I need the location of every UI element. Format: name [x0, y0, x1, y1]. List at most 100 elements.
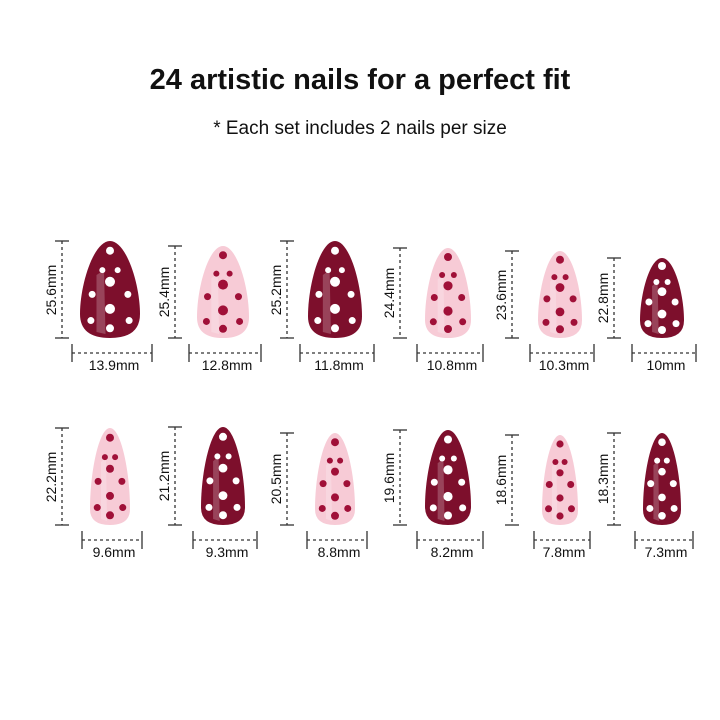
polka-dot — [459, 504, 467, 512]
polka-dot — [213, 270, 220, 277]
polka-dot — [87, 317, 95, 325]
nail-shine — [96, 270, 106, 334]
polka-dot — [106, 246, 114, 255]
polka-dot — [205, 503, 213, 511]
polka-dot — [645, 298, 653, 306]
polka-dot — [545, 505, 553, 513]
polka-dot — [444, 435, 452, 444]
polka-dot — [105, 303, 115, 314]
nail-shine — [551, 462, 558, 521]
width-label: 10mm — [646, 357, 686, 373]
polka-dot — [444, 253, 452, 261]
polka-dot — [429, 318, 437, 326]
polka-dot — [439, 272, 446, 278]
polka-dot — [556, 512, 564, 520]
nail-shine — [326, 460, 332, 521]
polka-dot — [664, 279, 671, 285]
polka-dot — [670, 504, 678, 512]
width-label: 8.8mm — [317, 544, 361, 560]
polka-dot — [88, 290, 96, 298]
width-label: 10.8mm — [426, 357, 478, 373]
nail-shape — [425, 430, 471, 525]
polka-dot — [443, 491, 453, 502]
polka-dot — [653, 279, 660, 285]
polka-dot — [319, 480, 327, 488]
width-label: 9.6mm — [92, 544, 136, 560]
polka-dot — [101, 454, 108, 461]
polka-dot — [561, 459, 568, 465]
nail-shape — [315, 433, 355, 525]
polka-dot — [545, 481, 553, 488]
polka-dot — [344, 504, 352, 512]
polka-dot — [202, 317, 210, 325]
polka-dot — [314, 317, 322, 325]
nail-shine — [322, 270, 331, 334]
polka-dot — [225, 453, 232, 460]
polka-dot — [569, 295, 577, 303]
polka-dot — [570, 318, 578, 326]
polka-dot — [106, 464, 114, 473]
nail-shine — [437, 275, 445, 334]
polka-dot — [458, 294, 466, 301]
polka-dot — [106, 491, 114, 500]
polka-dot — [551, 274, 558, 281]
polka-dot — [331, 246, 339, 255]
polka-dot — [219, 432, 227, 441]
polka-dot — [556, 325, 564, 334]
polka-dot — [556, 469, 564, 477]
width-label: 12.8mm — [201, 357, 253, 373]
polka-dot — [331, 493, 339, 502]
polka-dot — [331, 438, 339, 447]
polka-dot — [459, 318, 467, 326]
polka-dot — [555, 283, 565, 292]
polka-dot — [105, 276, 115, 287]
width-label: 13.9mm — [88, 357, 140, 373]
polka-dot — [552, 459, 559, 465]
polka-dot — [315, 290, 323, 298]
nail-shape — [425, 248, 471, 338]
nail-shape — [80, 241, 140, 338]
polka-dot — [556, 494, 564, 502]
polka-dot — [672, 320, 680, 328]
polka-dot — [112, 454, 119, 461]
polka-dot — [232, 477, 240, 485]
polka-dot — [337, 457, 344, 464]
polka-dot — [444, 325, 452, 333]
polka-dot — [347, 290, 355, 298]
polka-dot — [567, 481, 575, 488]
polka-dot — [218, 305, 228, 316]
width-label: 7.8mm — [542, 544, 586, 560]
nail-shine — [211, 273, 220, 334]
polka-dot — [669, 480, 677, 488]
width-label: 10.3mm — [538, 357, 590, 373]
polka-dot — [233, 503, 241, 511]
polka-dot — [663, 457, 670, 464]
polka-dot — [331, 324, 339, 333]
nail-shine — [550, 277, 557, 334]
polka-dot — [567, 505, 575, 513]
polka-dot — [106, 324, 114, 333]
polka-dot — [556, 440, 564, 448]
polka-dot — [343, 480, 351, 488]
polka-dot — [226, 270, 233, 277]
polka-dot — [646, 504, 654, 512]
polka-dot — [439, 455, 446, 462]
polka-dot — [218, 279, 228, 290]
nail-shape — [201, 427, 245, 525]
polka-dot — [657, 309, 667, 319]
width-label: 8.2mm — [430, 544, 474, 560]
polka-dot — [118, 477, 126, 485]
polka-dot — [325, 267, 332, 274]
width-label: 7.3mm — [644, 544, 688, 560]
polka-dot — [658, 326, 666, 334]
polka-dot — [430, 294, 438, 301]
width-label: 11.8mm — [314, 357, 364, 373]
